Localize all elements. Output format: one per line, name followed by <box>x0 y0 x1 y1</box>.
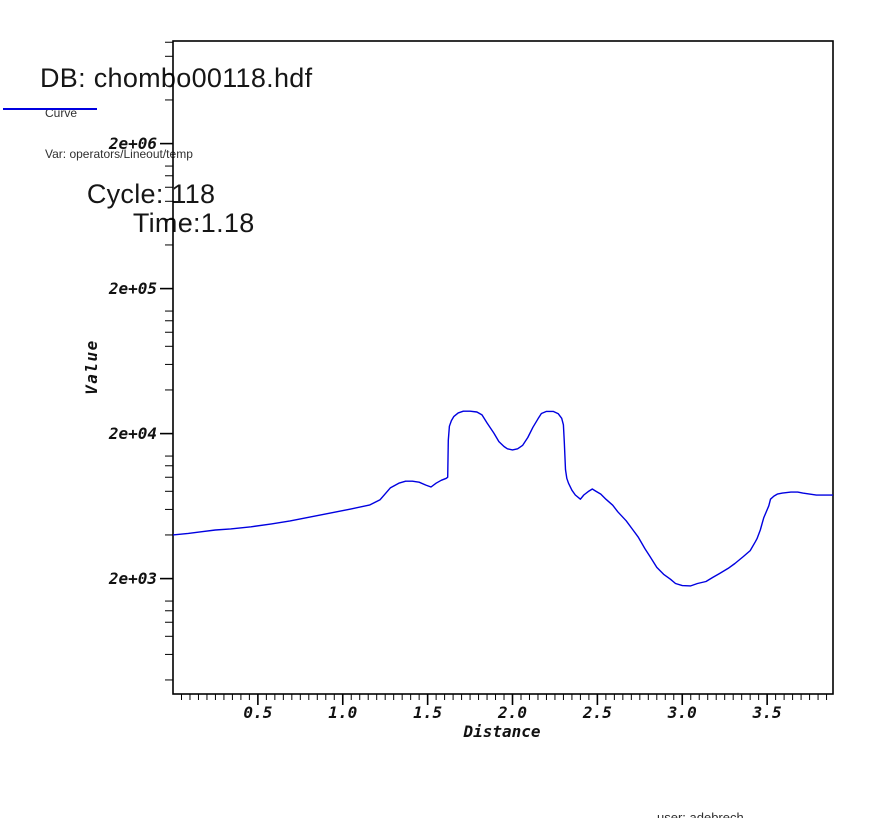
x-axis-major-ticks <box>257 694 768 705</box>
cycle-time-row: Cycle: 118 Time:1.18 <box>40 151 312 267</box>
db-title: DB: chombo00118.hdf <box>40 63 313 93</box>
x-axis-minor-ticks <box>180 694 828 700</box>
user-label: user: adebrech <box>657 810 744 818</box>
y-axis-title: Value <box>82 339 101 395</box>
x-tick-label: 3.5 <box>752 703 782 722</box>
curve-legend: Curve Var: operators/Lineout/temp <box>45 80 193 188</box>
legend-variable: Var: operators/Lineout/temp <box>45 146 193 161</box>
plot-area[interactable] <box>172 40 834 695</box>
y-tick-label: 2e+04 <box>108 424 157 443</box>
x-tick-label: 2.0 <box>497 703 527 722</box>
annotation-user-date: user: adebrech Wed Jun 28 14:01:36 2017 <box>657 779 813 818</box>
cycle-label: Cycle: 118 <box>86 179 216 209</box>
x-tick-label: 3.0 <box>667 703 697 722</box>
x-tick-label: 1.5 <box>413 703 442 722</box>
x-tick-label: 1.0 <box>328 703 357 722</box>
x-tick-label: 2.5 <box>582 703 612 722</box>
x-axis-title: Distance <box>462 722 540 741</box>
y-tick-label: 2e+03 <box>108 569 157 588</box>
plot-header: DB: chombo00118.hdf Cycle: 118 Time:1.18 <box>40 6 312 325</box>
x-tick-label: 0.5 <box>243 703 272 722</box>
x-axis-tick-labels: 0.5 1.0 1.5 2.0 2.5 3.0 3.5 <box>243 703 781 722</box>
legend-color-line <box>3 108 97 110</box>
time-label: Time:1.18 <box>132 208 255 238</box>
